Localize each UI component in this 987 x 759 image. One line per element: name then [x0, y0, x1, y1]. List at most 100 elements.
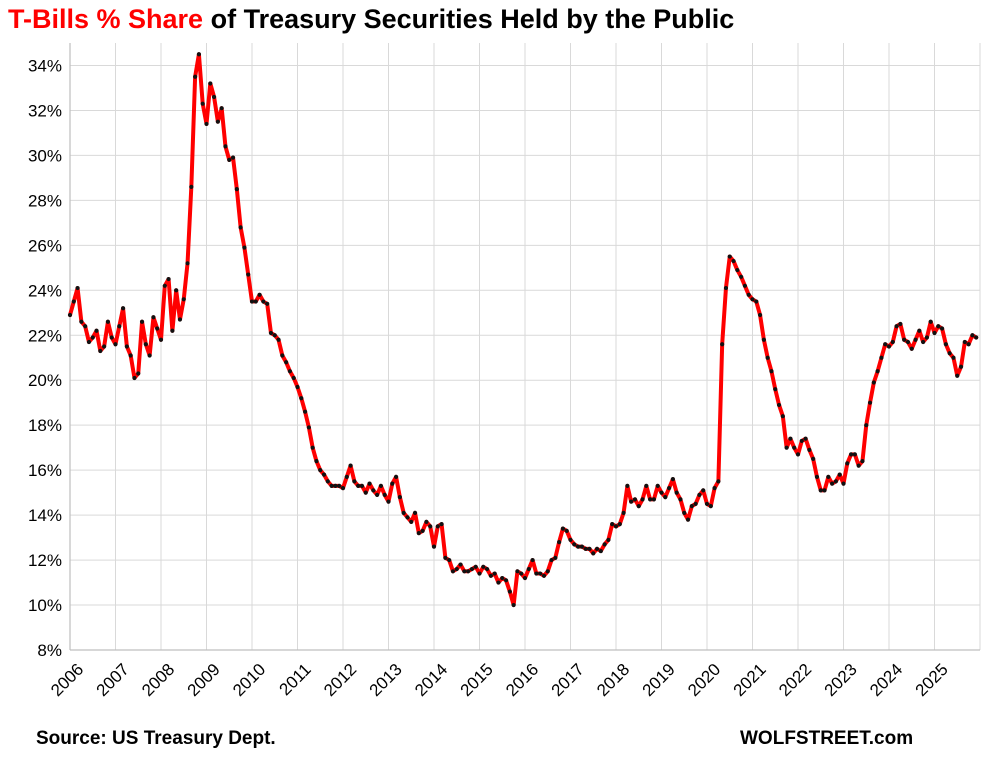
x-tick-label: 2019	[639, 660, 679, 700]
data-point	[397, 495, 402, 500]
data-point	[71, 299, 76, 304]
data-point	[689, 504, 694, 509]
data-point	[128, 353, 133, 358]
y-tick-label: 22%	[28, 326, 62, 345]
data-point	[833, 479, 839, 484]
data-point	[401, 510, 406, 515]
data-point	[287, 369, 293, 374]
data-point	[170, 328, 175, 333]
data-point	[409, 519, 414, 524]
data-point	[936, 324, 941, 329]
data-point	[295, 384, 300, 390]
y-tick-label: 26%	[28, 236, 62, 255]
data-point	[663, 495, 668, 500]
data-point	[284, 360, 289, 365]
data-point	[640, 497, 645, 502]
data-point	[856, 463, 861, 468]
x-tick-label: 2013	[366, 660, 406, 700]
data-point	[431, 544, 437, 549]
data-point	[875, 369, 880, 374]
data-point	[477, 571, 482, 576]
data-point	[557, 539, 562, 545]
data-point	[564, 528, 569, 533]
data-point	[792, 445, 797, 450]
data-point	[701, 488, 706, 493]
data-point	[773, 387, 778, 392]
data-point	[333, 483, 338, 488]
data-point	[826, 474, 831, 479]
data-point	[776, 402, 782, 408]
data-point	[670, 477, 675, 482]
data-point	[871, 380, 876, 385]
data-point	[723, 285, 729, 291]
data-point	[613, 524, 619, 529]
data-point	[852, 452, 857, 457]
data-point	[739, 274, 744, 279]
data-point	[549, 557, 554, 563]
data-point	[98, 348, 103, 354]
data-point	[644, 483, 649, 488]
data-point	[636, 504, 641, 509]
data-point	[974, 335, 979, 340]
x-tick-label: 2006	[47, 660, 87, 700]
data-point	[439, 522, 444, 527]
data-point	[321, 472, 327, 477]
data-point	[481, 564, 486, 569]
data-point	[306, 425, 311, 430]
data-point	[807, 447, 812, 453]
data-point	[587, 546, 592, 551]
data-point	[447, 557, 452, 563]
data-point	[769, 369, 774, 374]
data-point	[177, 317, 183, 322]
data-point	[503, 578, 509, 583]
data-point	[830, 481, 835, 486]
data-point	[735, 267, 740, 273]
data-point	[473, 564, 478, 569]
data-point	[568, 537, 573, 542]
data-point	[754, 299, 759, 304]
chart-title: T-Bills % Share of Treasury Securities H…	[8, 4, 734, 35]
data-point	[674, 490, 679, 495]
data-point	[867, 400, 873, 405]
data-point	[841, 481, 846, 486]
data-point	[291, 375, 296, 381]
chart-title-highlight: T-Bills % Share	[8, 4, 204, 34]
data-point	[655, 483, 660, 488]
x-tick-label: 2008	[138, 660, 178, 700]
x-tick-label: 2017	[548, 660, 588, 700]
x-tick-label: 2016	[502, 660, 542, 700]
data-point	[314, 459, 319, 464]
data-point	[147, 353, 152, 358]
data-point	[155, 326, 160, 331]
data-point	[272, 333, 277, 338]
data-point	[208, 81, 213, 86]
data-point	[302, 409, 308, 414]
data-point	[242, 245, 247, 250]
y-tick-label: 34%	[28, 56, 62, 75]
data-point	[367, 481, 372, 486]
data-point	[712, 486, 717, 491]
data-point	[811, 456, 816, 462]
data-point	[124, 344, 129, 349]
y-tick-label: 12%	[28, 551, 62, 570]
data-point	[545, 569, 550, 574]
data-point	[746, 292, 751, 297]
data-point	[659, 490, 664, 495]
data-point	[340, 486, 346, 491]
data-point	[943, 342, 948, 347]
data-point	[67, 312, 73, 318]
data-point	[902, 337, 907, 342]
data-point	[883, 342, 888, 347]
data-point	[363, 490, 368, 495]
data-point	[704, 501, 710, 506]
data-point	[621, 510, 626, 515]
data-point	[795, 452, 801, 457]
chart-title-rest: of Treasury Securities Held by the Publi…	[203, 4, 735, 34]
data-point	[265, 301, 270, 306]
data-point	[253, 299, 258, 304]
data-point	[951, 355, 956, 360]
data-point	[947, 351, 952, 356]
data-point	[757, 312, 763, 318]
data-point	[469, 566, 475, 572]
y-tick-labels: 8% 10% 12% 14% 16% 18% 20% 22% 24% 26% 28% 30% 32% 34…	[28, 56, 62, 660]
